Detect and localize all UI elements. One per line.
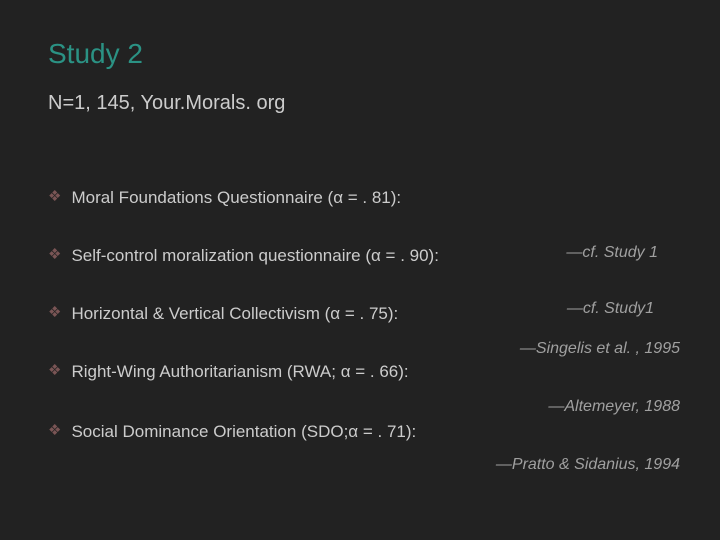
diamond-bullet-icon: ❖: [48, 244, 61, 265]
list-item: ❖ Right-Wing Authoritarianism (RWA; α = …: [48, 360, 409, 404]
list-item-text: Social Dominance Orientation (SDO;α = . …: [71, 420, 416, 444]
list-item: ❖ Horizontal & Vertical Collectivism (α …: [48, 302, 398, 346]
citation-text: —cf. Study 1: [566, 244, 658, 262]
list-item: ❖ Moral Foundations Questionnaire (α = .…: [48, 186, 401, 230]
list-item-text: Horizontal & Vertical Collectivism (α = …: [71, 302, 398, 326]
diamond-bullet-icon: ❖: [48, 360, 61, 381]
list-item-text: Moral Foundations Questionnaire (α = . 8…: [71, 186, 401, 210]
slide-title: Study 2: [48, 38, 672, 70]
citation-text: —Pratto & Sidanius, 1994: [496, 456, 680, 474]
list-item: ❖ Social Dominance Orientation (SDO;α = …: [48, 420, 416, 464]
list-item-text: Right-Wing Authoritarianism (RWA; α = . …: [71, 360, 408, 384]
citation-text: —Singelis et al. , 1995: [520, 340, 680, 358]
list-item: ❖ Self-control moralization questionnair…: [48, 244, 439, 288]
citation-text: —cf. Study1: [567, 300, 654, 318]
citation-text: —Altemeyer, 1988: [548, 398, 680, 416]
diamond-bullet-icon: ❖: [48, 186, 61, 207]
slide-subtitle: N=1, 145, Your.Morals. org: [48, 92, 672, 115]
diamond-bullet-icon: ❖: [48, 302, 61, 323]
list-item-text: Self-control moralization questionnaire …: [71, 244, 438, 268]
diamond-bullet-icon: ❖: [48, 420, 61, 441]
